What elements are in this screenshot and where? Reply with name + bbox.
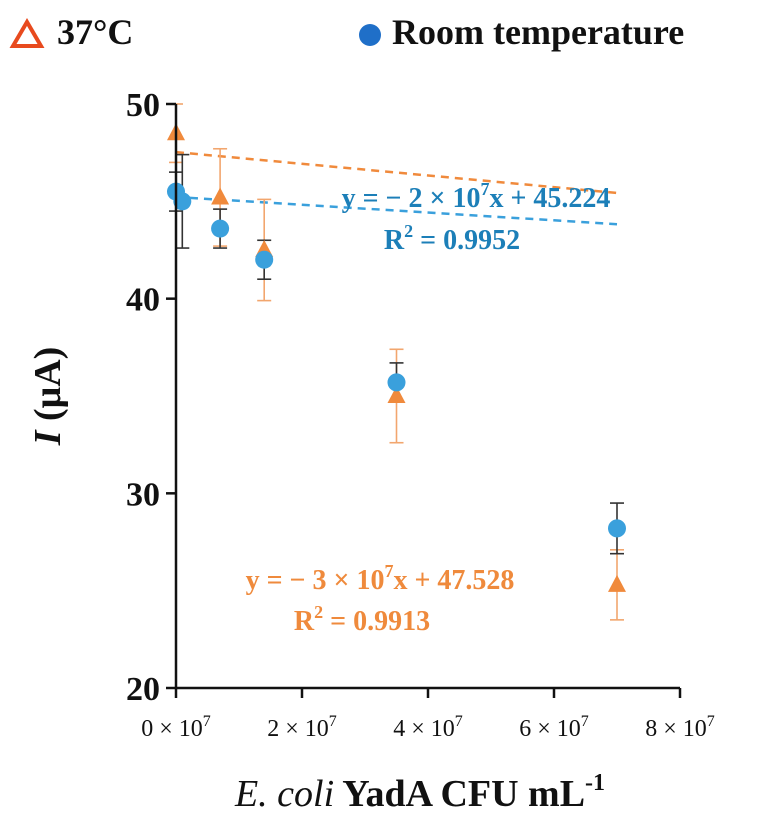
y-ticks: 20 30 40 50 xyxy=(126,87,176,708)
equation-37c: y = − 3 × 107x + 47.528 R2 = 0.9913 xyxy=(246,561,515,637)
r2-37c: R2 = 0.9913 xyxy=(294,602,430,637)
y-axis-title-rest: (μA) xyxy=(27,347,69,431)
equation-rt-prefix: y = − 2 × 10 xyxy=(342,183,481,214)
error-bars xyxy=(169,103,624,621)
data-point-circle xyxy=(173,192,192,211)
trendlines xyxy=(175,150,618,226)
data-point-triangle xyxy=(211,187,230,205)
x-tick-label: 0 × 107 xyxy=(141,713,211,742)
r2-37c-exp: 2 xyxy=(314,602,323,622)
data-point-circle xyxy=(608,519,626,538)
x-tick-label: 8 × 107 xyxy=(645,713,715,742)
equation-rt-exp: 7 xyxy=(480,179,489,199)
x-axis-title-italic: E. coli xyxy=(234,773,334,815)
r2-room-temperature: R2 = 0.9952 xyxy=(384,221,520,256)
x-ticks: 0 × 107 2 × 107 4 × 107 6 × 107 8 × 107 xyxy=(141,688,715,742)
equation-rt-suffix: x + 45.224 xyxy=(489,183,610,214)
x-tick-label: 2 × 107 xyxy=(267,713,337,742)
legend-label-37c: 37°C xyxy=(57,12,133,52)
x-tick-label: 6 × 107 xyxy=(519,713,589,742)
trendline-room-temperature xyxy=(175,195,618,226)
r2-rt-value: = 0.9952 xyxy=(413,225,520,256)
equation-room-temperature: y = − 2 × 107x + 45.224 R2 = 0.9952 xyxy=(342,179,611,256)
y-tick-label: 30 xyxy=(126,476,160,513)
legend-item-room-temperature: Room temperature xyxy=(359,12,684,52)
x-tick-label: 4 × 107 xyxy=(393,713,463,742)
data-point-triangle xyxy=(608,574,626,592)
equation-37c-prefix: y = − 3 × 10 xyxy=(246,565,385,596)
triangle-marker-icon xyxy=(9,18,45,48)
y-axis-title: I (μA) xyxy=(27,347,69,447)
r2-rt-exp: 2 xyxy=(404,221,413,241)
r2-rt-label: R xyxy=(384,225,405,256)
r2-37c-value: = 0.9913 xyxy=(323,606,430,637)
equation-37c-line: y = − 3 × 107x + 47.528 xyxy=(246,561,515,596)
r2-37c-label: R xyxy=(294,606,315,637)
data-points xyxy=(167,123,626,592)
y-axis-title-italic: I xyxy=(27,429,69,446)
equation-37c-exp: 7 xyxy=(384,561,393,581)
trendline-37c xyxy=(175,150,618,195)
data-point-circle xyxy=(255,250,274,269)
x-axis-title-rest: YadA CFU mL xyxy=(334,773,585,815)
legend: 37°C Room temperature xyxy=(9,12,684,52)
y-tick-label: 50 xyxy=(126,87,160,124)
legend-label-room-temperature: Room temperature xyxy=(392,12,684,52)
circle-marker-icon xyxy=(359,24,381,46)
x-axis-title-sup: -1 xyxy=(585,770,605,796)
equation-37c-suffix: x + 47.528 xyxy=(393,565,514,596)
data-point-triangle xyxy=(387,386,406,403)
y-tick-label: 40 xyxy=(126,282,160,319)
equation-room-temperature-line: y = − 2 × 107x + 45.224 xyxy=(342,179,611,214)
y-tick-label: 20 xyxy=(126,671,160,708)
data-point-circle xyxy=(211,219,230,238)
legend-item-37c: 37°C xyxy=(9,12,133,52)
data-point-circle xyxy=(387,373,406,392)
x-axis-title: E. coli YadA CFU mL-1 xyxy=(234,770,605,815)
